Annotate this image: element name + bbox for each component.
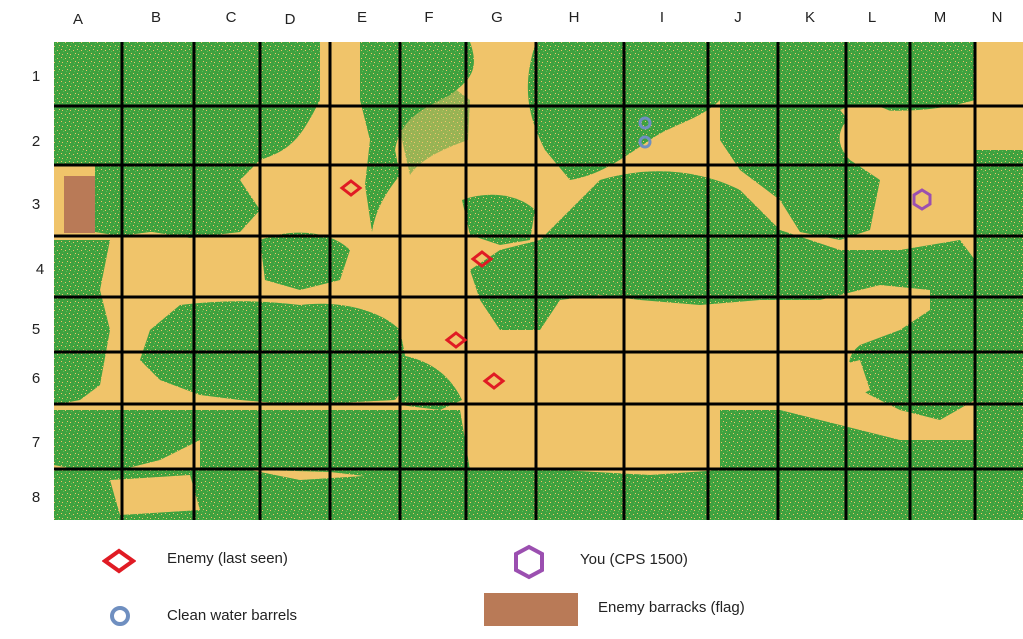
water-barrel-marker [638, 135, 652, 149]
column-label: L [867, 9, 877, 26]
column-label: G [491, 9, 503, 26]
enemy-marker-g4 [470, 250, 494, 268]
row-label: 2 [31, 133, 41, 150]
enemy-marker-e3 [339, 179, 363, 197]
row-label: 5 [31, 321, 41, 338]
row-label: 1 [31, 68, 41, 85]
column-label: N [991, 9, 1003, 26]
column-label: F [424, 9, 434, 26]
column-label: J [734, 9, 742, 26]
row-label: 4 [35, 261, 45, 278]
column-label: M [933, 9, 947, 26]
legend-enemy-label: Enemy (last seen) [167, 550, 288, 567]
you-hexagon-icon [514, 544, 544, 580]
legend-water-label: Clean water barrels [167, 607, 298, 624]
water-barrel-icon [110, 606, 130, 626]
enemy-barracks-marker [64, 176, 95, 233]
column-label: B [150, 9, 161, 26]
column-label: D [284, 11, 296, 28]
legend-you-label: You (CPS 1500) [580, 551, 688, 568]
enemy-icon [102, 548, 136, 574]
row-label: 3 [31, 196, 41, 213]
column-label: H [568, 9, 580, 26]
column-label: I [659, 9, 665, 26]
row-label: 8 [31, 489, 41, 506]
column-label: C [225, 9, 237, 26]
map-grid [54, 42, 1023, 520]
enemy-marker-g6 [482, 372, 506, 390]
barracks-flag-icon [484, 593, 578, 626]
column-label: A [72, 11, 83, 28]
row-label: 6 [31, 370, 41, 387]
you-marker [912, 188, 932, 211]
enemy-marker-f5 [444, 331, 468, 349]
column-label: K [804, 9, 815, 26]
column-label: E [356, 9, 367, 26]
water-barrel-marker [638, 116, 652, 130]
legend-barracks-label: Enemy barracks (flag) [598, 599, 745, 616]
row-label: 7 [31, 434, 41, 451]
